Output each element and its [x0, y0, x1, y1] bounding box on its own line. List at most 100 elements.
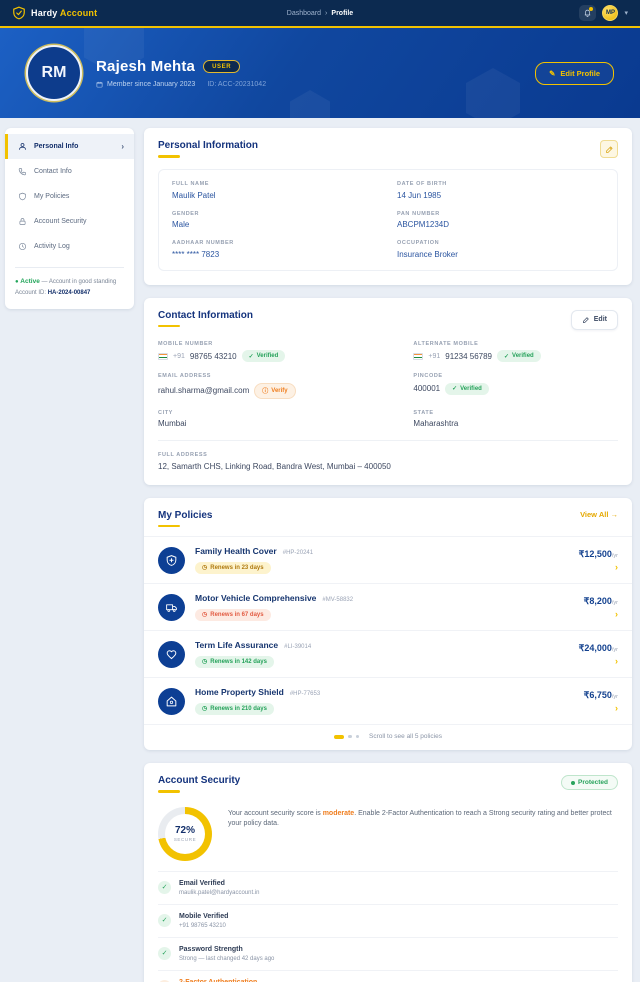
pagination-dot-active[interactable]: [334, 734, 344, 739]
heart-icon: [158, 640, 185, 668]
hero-decoration: [466, 68, 520, 118]
breadcrumb-profile: Profile: [331, 9, 354, 17]
check-icon: ✓: [504, 353, 510, 360]
sidebar-item-my-policies[interactable]: My Policies: [5, 184, 134, 209]
member-since: Member since January 2023: [96, 81, 195, 88]
clock-icon: ◷: [202, 659, 208, 665]
health-shield-icon: [158, 546, 185, 574]
calendar-icon: [96, 81, 103, 88]
contact-information-card: Contact Information Edit MOBILE NUMBER: [144, 297, 632, 485]
status-description: — Account in good standing: [41, 279, 117, 285]
title-underline: [158, 524, 180, 527]
phone-icon: [18, 168, 26, 176]
chevron-right-icon: ›: [615, 561, 618, 572]
profile-name: Rajesh Mehta: [96, 58, 196, 75]
sidebar-item-account-security[interactable]: Account Security: [5, 209, 134, 234]
profile-avatar: RM: [26, 45, 82, 101]
checklist-password-strength: ✓ Password Strength Strong — last change…: [158, 936, 618, 970]
profile-header-info: Rajesh Mehta USER Member since January 2…: [96, 58, 266, 88]
field-pincode: PINCODE 400001 ✓ Verified: [413, 373, 618, 399]
status-label: Active: [20, 278, 40, 285]
person-icon: [19, 143, 26, 150]
scroll-hint: Scroll to see all 5 policies: [369, 733, 442, 740]
verified-badge: ✓ Verified: [497, 350, 541, 362]
chevron-right-icon: ›: [615, 655, 618, 666]
navbar-actions: MP ▾: [579, 5, 628, 21]
contact-divider: [158, 440, 618, 441]
verified-badge: ✓ Verified: [445, 382, 489, 395]
chevron-right-icon: ›: [121, 142, 124, 151]
user-menu-caret-icon[interactable]: ▾: [624, 10, 628, 17]
brand-name: Hardy Account: [31, 8, 98, 18]
shield-icon: [19, 192, 26, 201]
field-occupation: OCCUPATION Insurance Broker: [397, 240, 458, 259]
clock-icon: [18, 242, 27, 251]
chevron-right-icon: ›: [615, 608, 618, 619]
score-label: SECURE: [173, 837, 197, 842]
security-score-donut: 72% SECURE: [158, 806, 212, 861]
edit-pencil-square-icon: [582, 316, 589, 323]
renewal-badge: ◷ Renews in 67 days: [195, 608, 271, 621]
notifications-button[interactable]: [579, 5, 597, 21]
pencil-icon: ✎: [549, 68, 556, 78]
clock-icon: ◷: [202, 612, 208, 618]
pagination-dot[interactable]: [348, 734, 352, 739]
sidebar-item-contact-info[interactable]: Contact Info: [5, 159, 134, 184]
policies-title: My Policies: [158, 509, 213, 521]
account-status: ● Active — Account in good standing Acco…: [5, 276, 134, 299]
check-icon: ✓: [452, 386, 458, 392]
profile-hero: RM Rajesh Mehta USER Member since Januar…: [0, 28, 640, 118]
field-gender: GENDER Male: [172, 210, 200, 230]
renewal-badge: ◷ Renews in 23 days: [195, 561, 271, 574]
profile-sidebar: Personal Info › Contact Info My Policies: [5, 128, 134, 309]
user-avatar[interactable]: MP: [602, 5, 619, 21]
home-icon: [158, 687, 185, 715]
checklist-mobile-verified: ✓ Mobile Verified +91 98765 43210: [158, 903, 618, 937]
security-checklist: ✓ Email Verified maulik.patel@hardyaccou…: [158, 870, 618, 982]
personal-information-card: Personal Information FULL NAME Maulik Pa…: [144, 128, 632, 285]
policies-pagination: Scroll to see all 5 policies: [144, 724, 632, 750]
chevron-right-icon: ›: [615, 702, 618, 713]
policy-row-home-property[interactable]: Home Property Shield #HP-77653 ◷ Renews i…: [144, 677, 632, 724]
title-underline: [158, 155, 180, 158]
edit-pencil-square-icon: [605, 146, 612, 153]
role-badge: USER: [203, 60, 241, 73]
breadcrumb-dashboard[interactable]: Dashboard: [286, 9, 322, 17]
check-icon: ✓: [248, 353, 254, 360]
field-mobile-number: MOBILE NUMBER +91 98765 43210 ✓ Verified: [158, 341, 399, 362]
shield-check-icon: [13, 6, 25, 20]
verify-email-badge[interactable]: ⓘ Verify: [254, 382, 296, 399]
pagination-dot[interactable]: [355, 734, 359, 739]
top-navbar: Hardy Account Dashboard › Profile MP ▾: [0, 0, 640, 28]
renewal-badge: ◷ Renews in 210 days: [195, 702, 274, 715]
protected-badge: Protected: [561, 775, 618, 790]
policy-row-family-health[interactable]: Family Health Cover #HP-20241 ◷ Renews in…: [144, 536, 632, 583]
brand-logo[interactable]: Hardy Account: [12, 6, 97, 20]
field-full-address: FULL ADDRESS 12, Samarth CHS, Linking Ro…: [158, 452, 391, 471]
check-circle-icon: ✓: [158, 880, 171, 894]
personal-info-edit-button[interactable]: [600, 140, 618, 158]
edit-profile-button[interactable]: ✎ Edit Profile: [535, 61, 614, 85]
checklist-email-verified: ✓ Email Verified maulik.patel@hardyaccou…: [158, 870, 618, 904]
content-area: Personal Info › Contact Info My Policies: [0, 118, 640, 982]
policy-row-motor-vehicle[interactable]: Motor Vehicle Comprehensive #MV-58832 ◷ R…: [144, 583, 632, 630]
contact-info-edit-button[interactable]: Edit: [570, 309, 618, 330]
lock-icon: [19, 218, 26, 225]
account-id-value: HA-2024-00847: [47, 289, 91, 296]
field-email-address: EMAIL ADDRESS rahul.sharma@gmail.com ⓘ Ve…: [158, 373, 399, 399]
view-all-link[interactable]: View All →: [580, 509, 618, 519]
policy-row-term-life[interactable]: Term Life Assurance #LI-39014 ◷ Renews in…: [144, 630, 632, 677]
vehicle-icon: [158, 593, 185, 621]
sidebar-divider: [15, 267, 124, 268]
verified-badge: ✓ Verified: [241, 350, 286, 362]
renewal-badge: ◷ Renews in 142 days: [195, 655, 274, 668]
sidebar-item-activity-log[interactable]: Activity Log: [5, 234, 134, 259]
checklist-two-factor: ⚠ 2-Factor Authentication Not enabled — …: [158, 969, 618, 982]
sidebar-item-personal-info[interactable]: Personal Info ›: [5, 134, 134, 159]
india-flag-icon: [158, 352, 168, 360]
breadcrumb-separator: ›: [325, 9, 328, 17]
field-full-name: FULL NAME Maulik Patel: [172, 181, 216, 200]
score-percent: 72%: [174, 825, 195, 836]
bell-icon: [585, 9, 591, 17]
